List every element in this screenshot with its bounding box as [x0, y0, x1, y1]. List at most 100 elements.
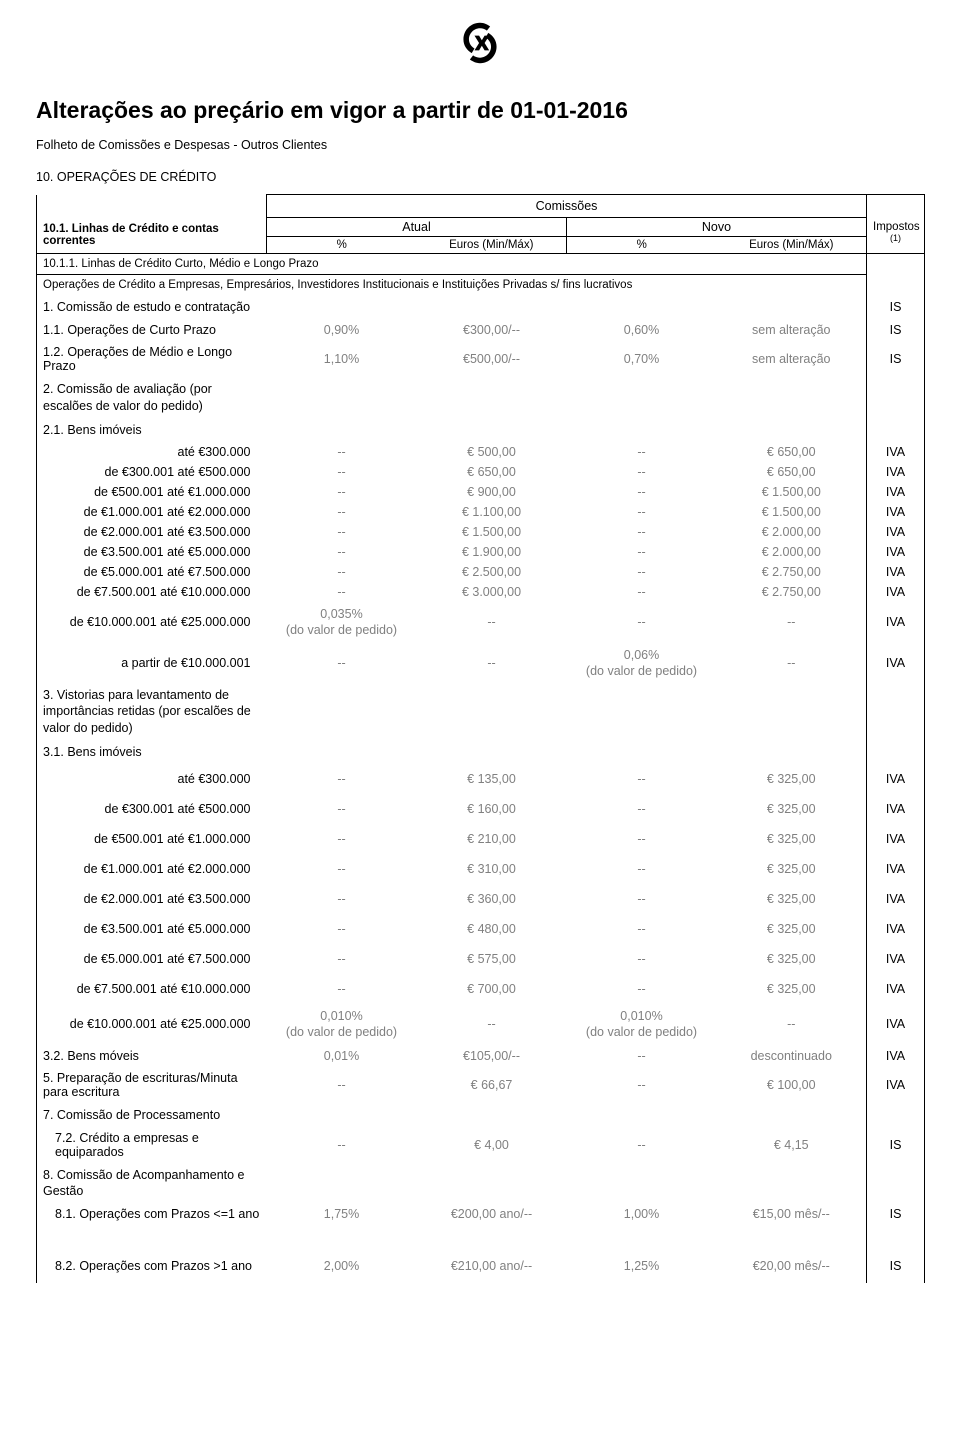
table-row: até €300.000--€ 135,00--€ 325,00IVA: [37, 764, 925, 794]
row-label: de €500.001 até €1.000.000: [37, 824, 267, 854]
table-row: de €2.000.001 até €3.500.000--€ 1.500,00…: [37, 522, 925, 542]
row-value: --: [267, 482, 417, 502]
row-value: --: [267, 542, 417, 562]
row-value: 2,00%: [267, 1225, 417, 1283]
row-value: --: [567, 944, 717, 974]
row-value: €20,00 mês/--: [717, 1225, 867, 1283]
hdr-novo: Novo: [567, 218, 867, 237]
row-tax: IS: [867, 1127, 925, 1163]
hdr-comissoes: Comissões: [267, 195, 867, 218]
row-label: 2. Comissão de avaliação (por escalões d…: [37, 377, 267, 418]
row-tax: IVA: [867, 643, 925, 684]
row-tax: [867, 418, 925, 442]
row-value: 1,10%: [267, 341, 417, 377]
row-value: --: [567, 602, 717, 643]
row-value: € 500,00: [417, 442, 567, 462]
row-value: €210,00 ano/--: [417, 1225, 567, 1283]
row-label: até €300.000: [37, 764, 267, 794]
row-value: 0,06%(do valor de pedido): [567, 643, 717, 684]
row-tax: IVA: [867, 1067, 925, 1103]
row-value: € 325,00: [717, 974, 867, 1004]
table-row: 8.1. Operações com Prazos <=1 ano1,75%€2…: [37, 1203, 925, 1225]
row-value: € 650,00: [717, 462, 867, 482]
row-label: de €7.500.001 até €10.000.000: [37, 974, 267, 1004]
row-value: € 2.500,00: [417, 562, 567, 582]
row-value: €15,00 mês/--: [717, 1203, 867, 1225]
table-row: até €300.000--€ 500,00--€ 650,00IVA: [37, 442, 925, 462]
row-value: --: [267, 824, 417, 854]
row-value: --: [267, 462, 417, 482]
table-row: 3. Vistorias para levantamento de import…: [37, 683, 925, 740]
blank: [267, 1163, 417, 1204]
blank: [567, 740, 717, 764]
blank: [567, 1103, 717, 1127]
row-value: 0,010%(do valor de pedido): [267, 1004, 417, 1045]
row-value: --: [567, 794, 717, 824]
row-value: €500,00/--: [417, 341, 567, 377]
logo: [36, 20, 924, 69]
hdr-sub-title: 10.1. Linhas de Crédito e contas corrent…: [37, 218, 267, 254]
row-tax: [867, 1163, 925, 1204]
row-value: --: [567, 562, 717, 582]
blank: [717, 740, 867, 764]
row-value: --: [267, 944, 417, 974]
blank: [567, 295, 717, 319]
row-label: de €500.001 até €1.000.000: [37, 482, 267, 502]
row-value: --: [267, 1067, 417, 1103]
table-row: 2.1. Bens imóveis: [37, 418, 925, 442]
row-value: --: [567, 442, 717, 462]
row-label: 1.1. Operações de Curto Prazo: [37, 319, 267, 341]
table-row: 3.1. Bens imóveis: [37, 740, 925, 764]
row-value: --: [567, 914, 717, 944]
page-subtitle: Folheto de Comissões e Despesas - Outros…: [36, 138, 924, 152]
blank: [567, 418, 717, 442]
blank: [267, 740, 417, 764]
table-row: 7.2. Crédito a empresas e equiparados--€…: [37, 1127, 925, 1163]
row-value: €200,00 ano/--: [417, 1203, 567, 1225]
row-value: € 135,00: [417, 764, 567, 794]
row-value: --: [417, 602, 567, 643]
row-tax: IVA: [867, 602, 925, 643]
hdr-eur-n: Euros (Min/Máx): [717, 237, 867, 254]
pricing-table: Comissões 10.1. Linhas de Crédito e cont…: [36, 194, 925, 1283]
row-value: --: [567, 482, 717, 502]
row-value: € 900,00: [417, 482, 567, 502]
hdr-pct-a: %: [267, 237, 417, 254]
row-value: 0,035%(do valor de pedido): [267, 602, 417, 643]
row-value: € 650,00: [717, 442, 867, 462]
row-tax: IVA: [867, 502, 925, 522]
row-tax: IS: [867, 319, 925, 341]
row-value: --: [717, 1004, 867, 1045]
row-value: € 160,00: [417, 794, 567, 824]
row-label: de €300.001 até €500.000: [37, 794, 267, 824]
row-tax: IVA: [867, 974, 925, 1004]
row-value: --: [267, 794, 417, 824]
blank: [417, 683, 567, 740]
row-value: € 325,00: [717, 884, 867, 914]
row-tax: [867, 377, 925, 418]
blank: [267, 418, 417, 442]
row-tax: IVA: [867, 462, 925, 482]
table-row: a partir de €10.000.001----0,06%(do valo…: [37, 643, 925, 684]
blank: [417, 418, 567, 442]
row-value: --: [417, 1004, 567, 1045]
row-tax: IS: [867, 1203, 925, 1225]
table-row: de €10.000.001 até €25.000.0000,010%(do …: [37, 1004, 925, 1045]
row-label: 1.2. Operações de Médio e Longo Prazo: [37, 341, 267, 377]
row-value: --: [267, 764, 417, 794]
row-value: € 480,00: [417, 914, 567, 944]
row-value: € 575,00: [417, 944, 567, 974]
hdr-blank: [867, 195, 925, 218]
row-value: --: [267, 582, 417, 602]
row-value: --: [567, 502, 717, 522]
row-label: 3.2. Bens móveis: [37, 1045, 267, 1067]
row-value: € 210,00: [417, 824, 567, 854]
row-value: --: [567, 854, 717, 884]
hdr-blank: [37, 195, 267, 218]
table-row: de €1.000.001 até €2.000.000--€ 1.100,00…: [37, 502, 925, 522]
blank: [717, 418, 867, 442]
row-label: de €3.500.001 até €5.000.000: [37, 542, 267, 562]
row-tax: IVA: [867, 582, 925, 602]
row-label: de €1.000.001 até €2.000.000: [37, 854, 267, 884]
row-value: € 650,00: [417, 462, 567, 482]
